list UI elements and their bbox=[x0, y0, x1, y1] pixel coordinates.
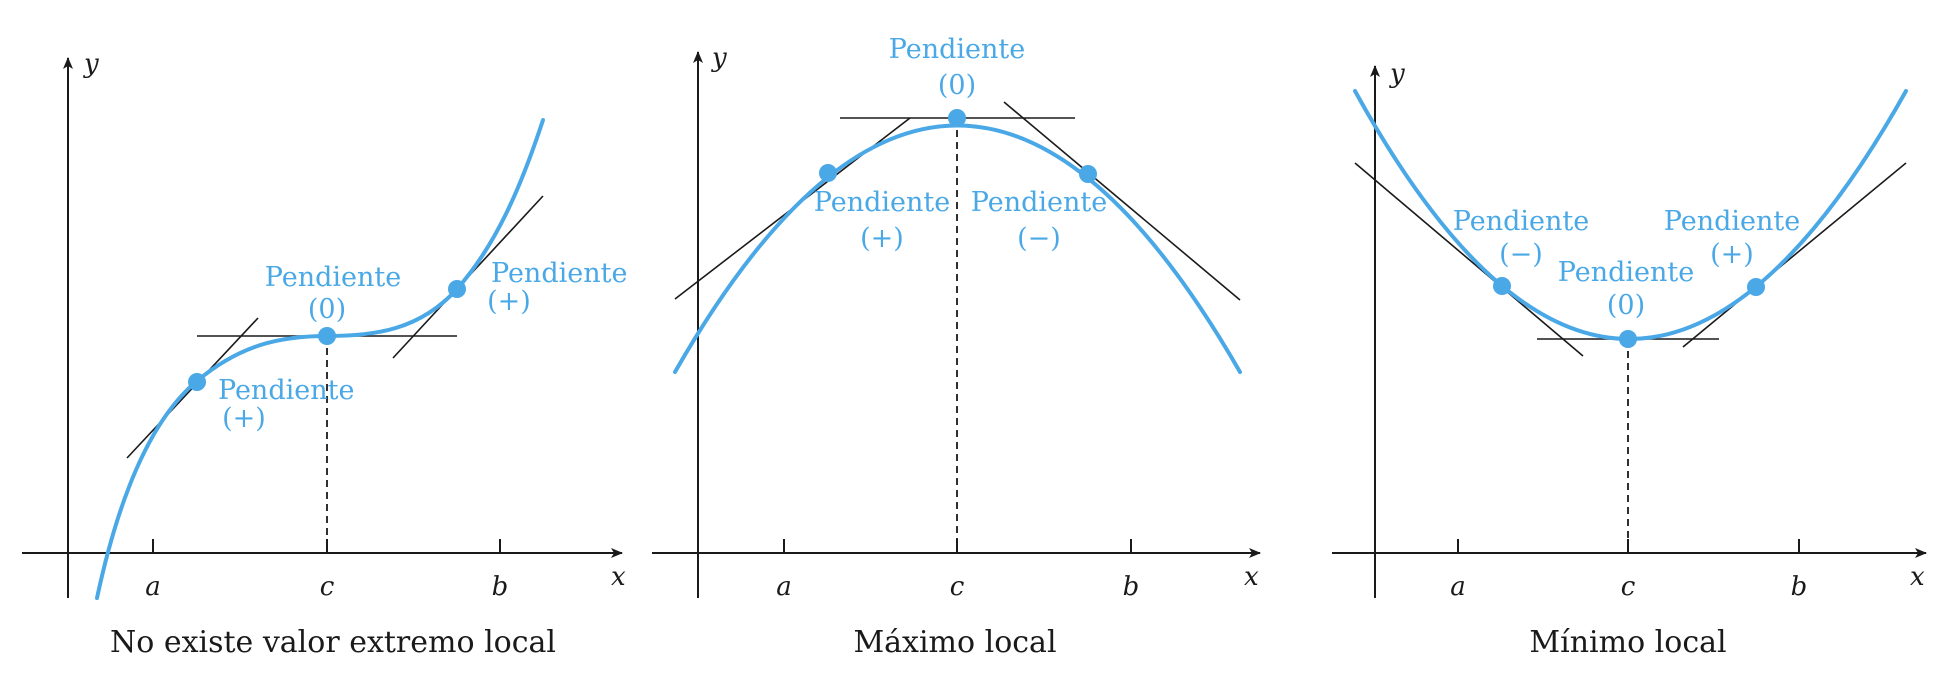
x-axis-label: x bbox=[1910, 562, 1925, 592]
label-right-word: Pendiente bbox=[971, 187, 1107, 218]
label-mid-sign: (0) bbox=[1607, 290, 1645, 321]
label-right-sign: (+) bbox=[1710, 239, 1754, 270]
panel-no-extremum: y x a c b Pendiente (+) Pendiente (0) Pe… bbox=[22, 49, 627, 660]
tick-label-b: b bbox=[1791, 572, 1808, 602]
point-slope-negative bbox=[1493, 277, 1511, 295]
caption-no-extremum: No existe valor extremo local bbox=[110, 625, 556, 660]
tangent-left bbox=[1354, 162, 1584, 357]
point-slope-negative bbox=[1079, 165, 1097, 183]
label-left-sign: (−) bbox=[1499, 239, 1543, 270]
label-mid-sign: (0) bbox=[308, 294, 346, 325]
label-right-sign: (+) bbox=[487, 286, 531, 317]
label-mid-sign: (0) bbox=[938, 70, 976, 101]
point-slope-positive bbox=[1747, 278, 1765, 296]
tick-label-c: c bbox=[320, 572, 335, 602]
tick-label-b: b bbox=[492, 572, 509, 602]
panel-local-minimum: y x a c b Pendiente (−) Pendiente (0) Pe… bbox=[1332, 59, 1927, 660]
x-axis-label: x bbox=[1244, 562, 1259, 592]
label-left-sign: (+) bbox=[222, 403, 266, 434]
label-left-word: Pendiente bbox=[1453, 206, 1589, 237]
label-mid-word: Pendiente bbox=[1558, 257, 1694, 288]
y-axis-label: y bbox=[1389, 59, 1405, 89]
tick-label-a: a bbox=[1450, 572, 1466, 602]
tangent-right bbox=[1003, 101, 1241, 301]
label-left-word: Pendiente bbox=[814, 187, 950, 218]
tangent-right bbox=[1682, 162, 1907, 348]
y-axis-label: y bbox=[711, 43, 727, 73]
label-left-word: Pendiente bbox=[218, 375, 354, 406]
label-mid-word: Pendiente bbox=[265, 262, 401, 293]
label-right-sign: (−) bbox=[1017, 223, 1061, 254]
label-right-word: Pendiente bbox=[491, 258, 627, 289]
curve-cubic bbox=[95, 118, 545, 600]
point-slope-zero bbox=[318, 327, 336, 345]
caption-local-minimum: Mínimo local bbox=[1529, 625, 1726, 660]
tick-label-c: c bbox=[1621, 572, 1636, 602]
point-slope-positive bbox=[819, 164, 837, 182]
panel-local-maximum: y x a c b Pendiente (0) Pendiente (+) Pe… bbox=[652, 34, 1261, 660]
x-axis-label: x bbox=[611, 562, 626, 592]
y-axis-label: y bbox=[83, 49, 99, 79]
point-slope-zero bbox=[948, 109, 966, 127]
point-slope-zero bbox=[1619, 330, 1637, 348]
tick-label-a: a bbox=[145, 572, 161, 602]
caption-local-maximum: Máximo local bbox=[853, 625, 1056, 660]
point-slope-positive-right bbox=[448, 280, 466, 298]
tick-label-b: b bbox=[1123, 572, 1140, 602]
point-slope-positive-left bbox=[188, 373, 206, 391]
tick-label-c: c bbox=[950, 572, 965, 602]
tick-label-a: a bbox=[776, 572, 792, 602]
label-left-sign: (+) bbox=[860, 223, 904, 254]
label-mid-word: Pendiente bbox=[889, 34, 1025, 65]
label-right-word: Pendiente bbox=[1664, 206, 1800, 237]
